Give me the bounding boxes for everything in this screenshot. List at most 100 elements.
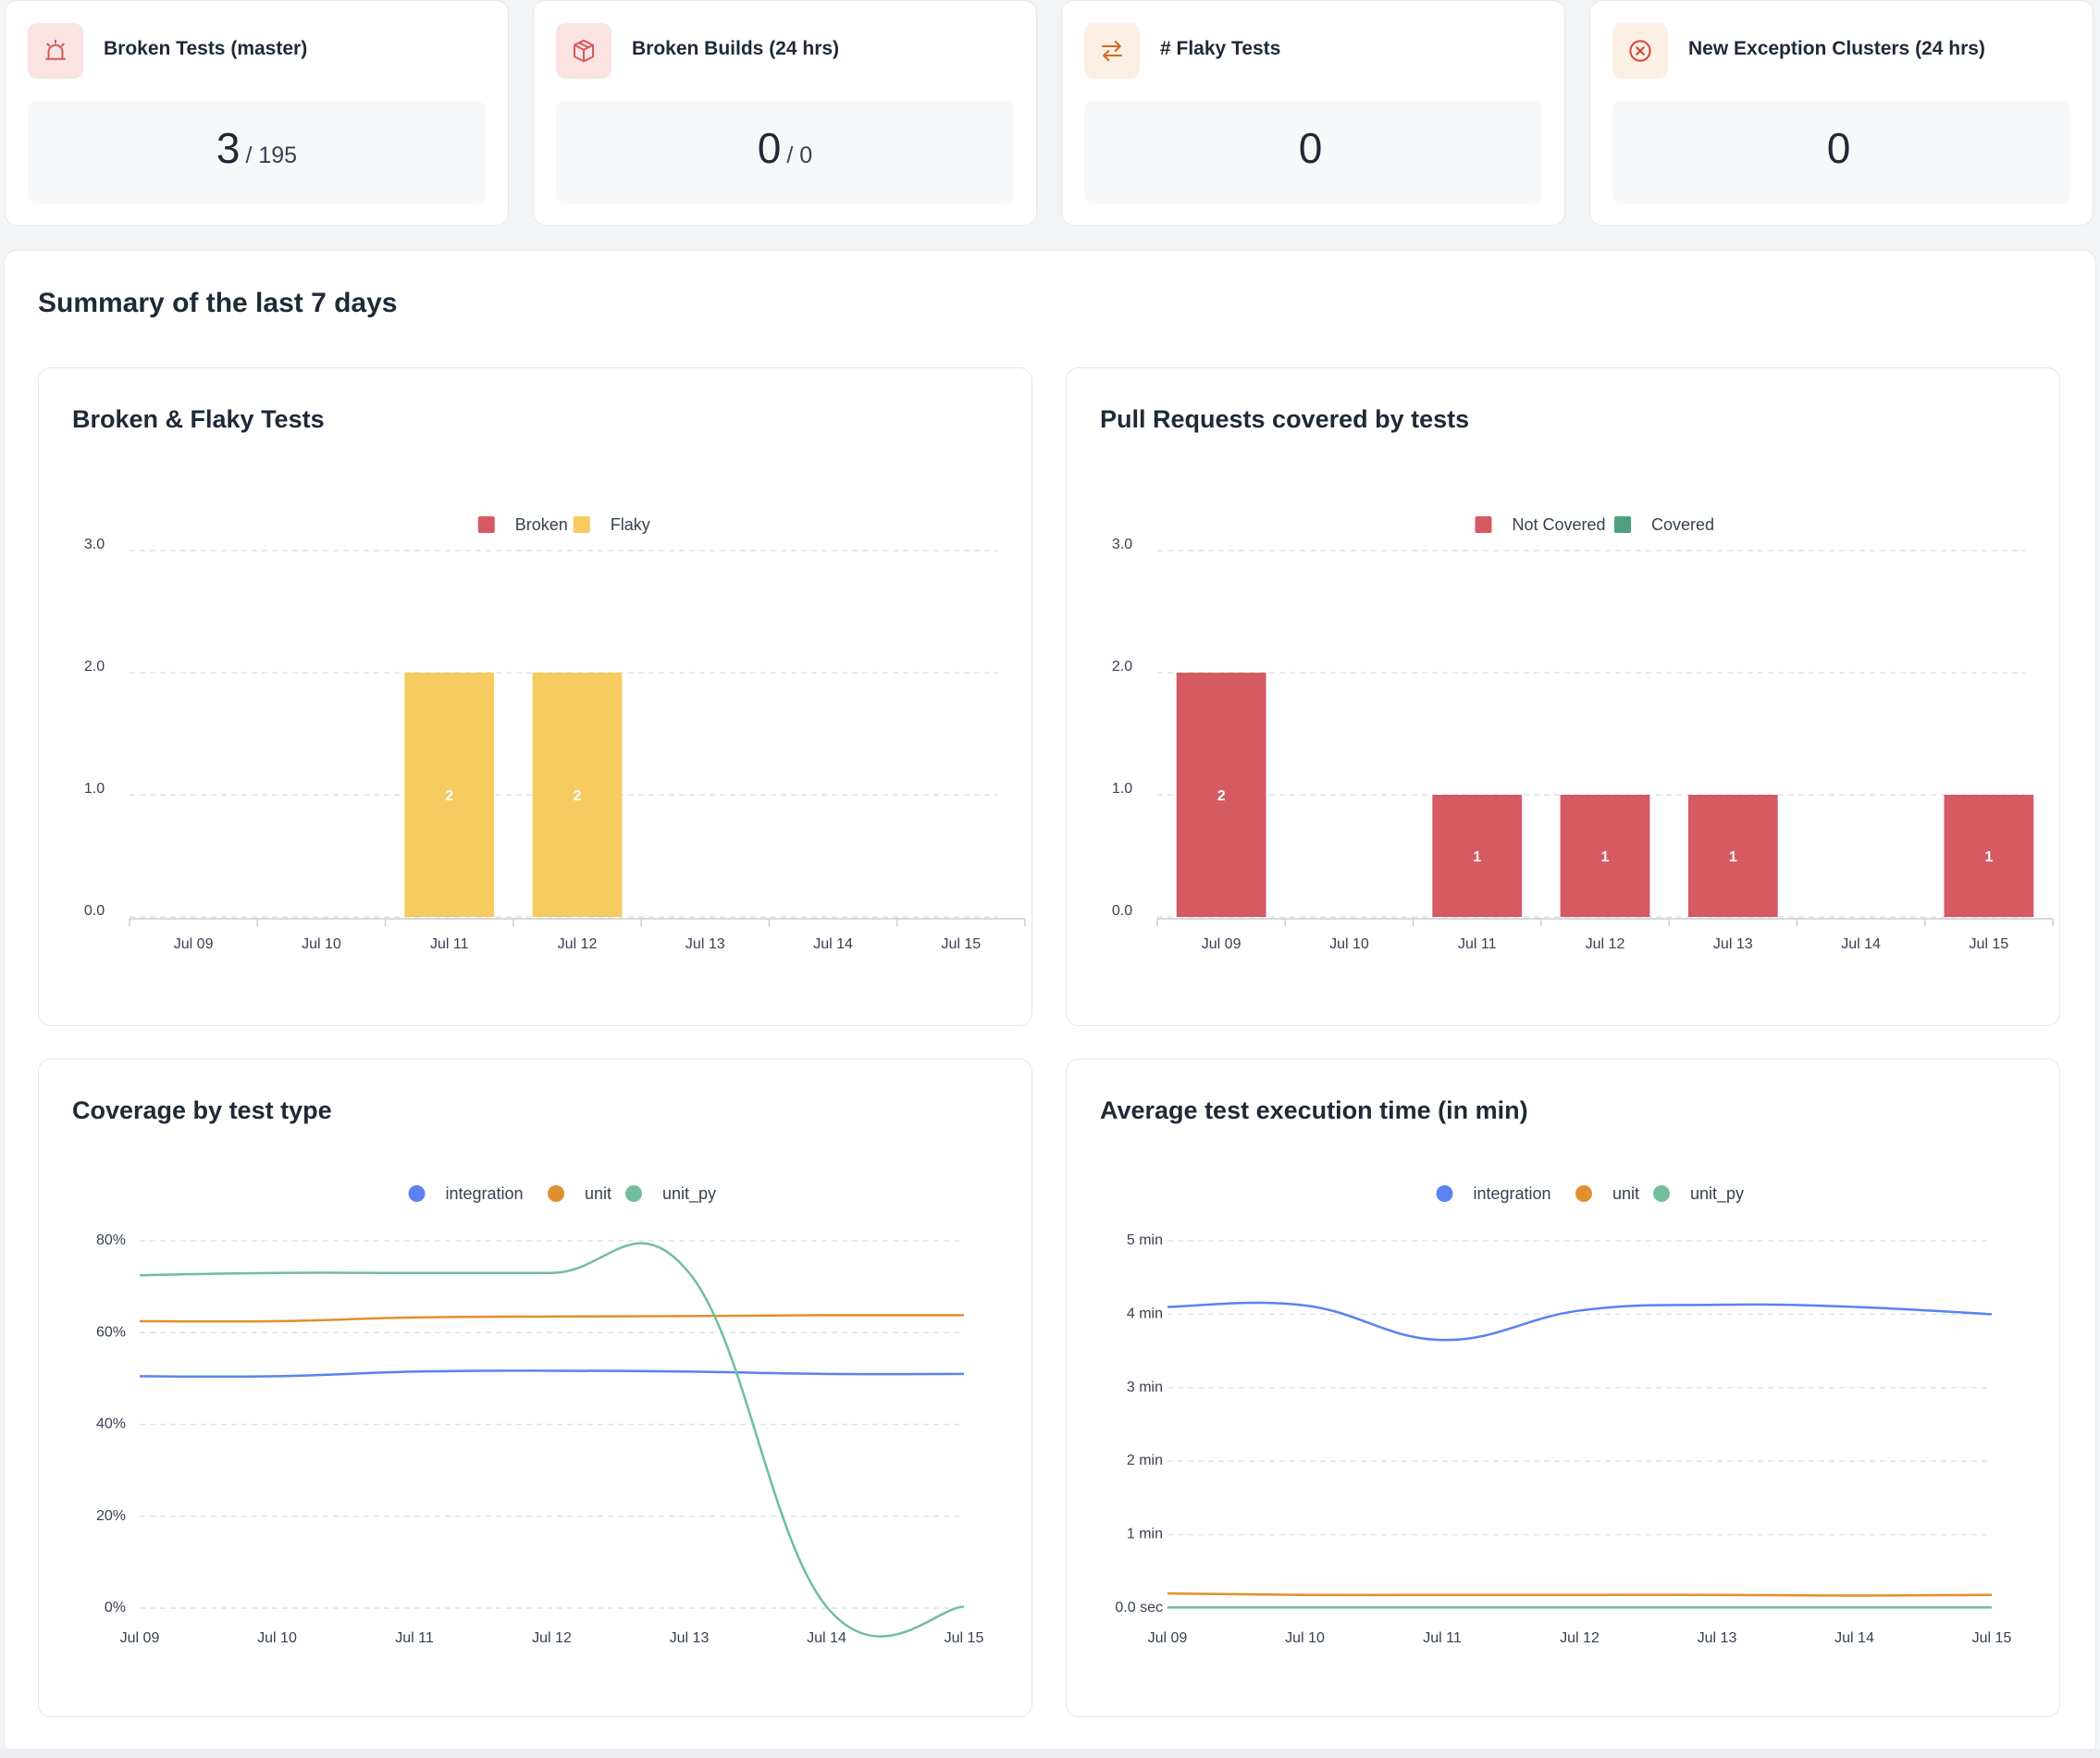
y-tick-label: 4 min (1127, 1306, 1163, 1321)
stat-value-box: 0 / 0 (556, 101, 1014, 204)
x-tick-label: Jul 14 (807, 1630, 846, 1646)
y-tick-label: 2.0 (1112, 659, 1132, 675)
legend-swatch (408, 1185, 426, 1202)
legend-label: Not Covered (1513, 515, 1606, 534)
stat-value: 0 (1826, 124, 1851, 172)
legend-swatch (1475, 516, 1492, 533)
y-tick-label: 0.0 (84, 903, 105, 919)
stat-value-box: 0 (1084, 101, 1542, 204)
swap-arrows-icon (1084, 23, 1140, 79)
alarm-icon (28, 23, 83, 79)
stat-card-broken-builds[interactable]: Broken Builds (24 hrs) 0 / 0 (533, 0, 1037, 226)
x-tick-label: Jul 11 (430, 936, 469, 952)
legend-swatch (625, 1185, 642, 1202)
chart-title: Pull Requests covered by tests (1100, 405, 1470, 433)
x-tick-label: Jul 12 (558, 936, 598, 952)
y-tick-label: 60% (96, 1324, 126, 1340)
y-tick-label: 1.0 (1112, 781, 1132, 797)
x-tick-label: Jul 12 (1586, 936, 1625, 952)
bar-value-label: 1 (1984, 849, 1993, 865)
chart-panel-broken-flaky: Broken & Flaky Tests Broken Flaky 0.0 1.0 2.… (38, 367, 1032, 1026)
stat-title: # Flaky Tests (1160, 38, 1281, 59)
bar (1432, 795, 1523, 917)
y-tick-label: 0% (105, 1600, 126, 1616)
summary-title: Summary of the last 7 days (38, 288, 398, 318)
x-tick-label: Jul 09 (1148, 1630, 1188, 1646)
chart-panel-pr-coverage: Pull Requests covered by tests Not Cover… (1066, 367, 2060, 1026)
x-tick-label: Jul 14 (1834, 1630, 1874, 1646)
x-tick-label: Jul 13 (686, 936, 725, 952)
x-tick-label: Jul 11 (395, 1630, 434, 1646)
coverage-line-chart: integration unit unit_py 0% 20% 40% 60% 80% Jul … (96, 1184, 984, 1646)
exec-time-line-chart: integration unit unit_py 0.0 sec 1 min 2 min 3… (1115, 1184, 2012, 1646)
stat-title: Broken Tests (master) (104, 38, 308, 59)
y-tick-label: 0.0 (1112, 903, 1132, 919)
broken-flaky-bar-chart: Broken Flaky 0.0 1.0 2.0 3.0 Jul 09 Jul 10 Jul 1… (84, 515, 1026, 952)
bar-value-label: 2 (1217, 788, 1226, 804)
x-tick-label: Jul 10 (302, 936, 341, 952)
stat-value-box: 0 (1612, 101, 2070, 204)
legend-label: integration (1474, 1184, 1551, 1203)
pr-coverage-bar-chart: Not Covered Covered 0.0 1.0 2.0 3.0 Jul 09 2 Jul… (1112, 515, 2054, 952)
bar (1687, 795, 1778, 917)
y-tick-label: 20% (96, 1508, 126, 1524)
y-tick-label: 3 min (1127, 1380, 1163, 1395)
y-tick-label: 1.0 (84, 781, 105, 797)
stat-card-broken-tests[interactable]: Broken Tests (master) 3 / 195 (5, 0, 509, 226)
series-line (1167, 1301, 1993, 1342)
y-tick-label: 1 min (1127, 1527, 1163, 1542)
stat-title: New Exception Clusters (24 hrs) (1688, 38, 1985, 59)
x-tick-label: Jul 12 (1560, 1630, 1600, 1646)
legend-swatch (573, 516, 590, 533)
series-line (139, 1242, 965, 1638)
legend-swatch (1614, 516, 1631, 533)
legend-swatch (1653, 1185, 1670, 1202)
y-tick-label: 0.0 sec (1115, 1600, 1163, 1616)
x-tick-label: Jul 15 (942, 936, 982, 952)
y-tick-label: 80% (96, 1232, 126, 1248)
stat-value: 0 (1298, 124, 1323, 172)
x-tick-label: Jul 12 (532, 1630, 572, 1646)
chart-title: Broken & Flaky Tests (72, 405, 325, 433)
stat-total: / 195 (245, 142, 298, 168)
summary-section: Summary of the last 7 days Broken & Flak… (4, 250, 2096, 1756)
x-tick-label: Jul 10 (1285, 1630, 1325, 1646)
stat-title: Broken Builds (24 hrs) (632, 38, 840, 59)
bar (1176, 673, 1266, 917)
legend-label: unit (585, 1184, 611, 1203)
stat-card-exception-clusters[interactable]: New Exception Clusters (24 hrs) 0 (1589, 0, 2094, 226)
bottom-strip (0, 1749, 2100, 1758)
bar (404, 673, 495, 917)
x-tick-label: Jul 13 (1713, 936, 1753, 952)
chart-title: Coverage by test type (72, 1096, 332, 1124)
bar (532, 673, 623, 917)
x-tick-label: Jul 14 (1841, 936, 1881, 952)
x-tick-label: Jul 15 (1970, 936, 2009, 952)
legend-swatch (1436, 1185, 1453, 1202)
y-tick-label: 2 min (1127, 1453, 1163, 1468)
chart-panel-coverage-type: Coverage by test type integration unit uni… (38, 1059, 1032, 1717)
legend-label: unit_py (1690, 1184, 1744, 1204)
x-tick-label: Jul 09 (1202, 936, 1241, 952)
stat-value: 0 (757, 124, 782, 172)
stat-total: / 0 (786, 142, 813, 168)
legend-swatch (477, 516, 495, 533)
bar (1944, 795, 2034, 917)
legend-label: unit (1612, 1184, 1639, 1203)
legend-label: Covered (1651, 515, 1714, 534)
y-tick-label: 2.0 (84, 659, 105, 675)
stat-card-flaky-tests[interactable]: # Flaky Tests 0 (1061, 0, 1565, 226)
x-tick-label: Jul 10 (1329, 936, 1369, 952)
y-tick-label: 40% (96, 1417, 126, 1432)
x-tick-label: Jul 15 (945, 1630, 984, 1646)
stat-value: 3 (216, 124, 241, 172)
chart-title: Average test execution time (in min) (1100, 1096, 1528, 1124)
legend-label: Broken (515, 515, 568, 534)
bar-value-label: 2 (445, 788, 453, 804)
series-line (139, 1314, 965, 1323)
x-tick-label: Jul 11 (1458, 936, 1497, 952)
x-tick-label: Jul 15 (1972, 1630, 2012, 1646)
x-tick-label: Jul 14 (813, 936, 853, 952)
x-tick-label: Jul 13 (1698, 1630, 1737, 1646)
series-line (139, 1369, 965, 1379)
